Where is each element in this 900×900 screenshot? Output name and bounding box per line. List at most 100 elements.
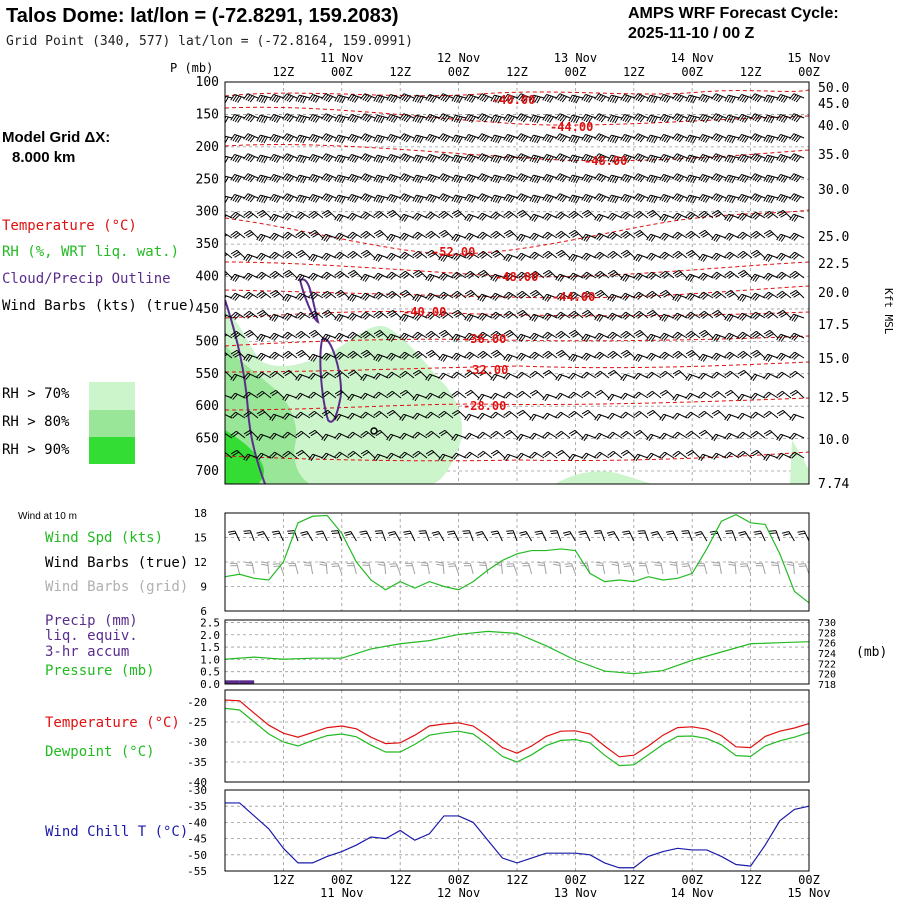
cross-wind-barb-flag: [607, 269, 615, 275]
model-grid-value: 8.000 km: [12, 149, 75, 166]
cross-wind-barb-flag: [232, 393, 238, 400]
cross-wind-barb: [288, 450, 298, 459]
cross-wind-barb-flag: [739, 194, 745, 202]
true-wind-barb: [225, 539, 226, 541]
cross-wind-barb-flag: [451, 174, 456, 182]
cross-wind-barb-flag: [494, 353, 501, 358]
cross-wind-barb: [507, 173, 519, 179]
cross-wind-barb: [572, 272, 584, 279]
cross-wind-barb: [572, 453, 584, 459]
cross-wind-barb-flag: [261, 176, 266, 183]
cross-wind-barb-flag: [585, 95, 591, 103]
cross-wind-barb: [247, 272, 259, 279]
cross-wind-barb-flag: [612, 196, 617, 203]
cross-wind-barb: [534, 451, 545, 459]
cross-wind-barb-flag: [412, 231, 419, 238]
cross-wind-barb: [715, 133, 727, 139]
cross-wind-barb: [338, 154, 350, 159]
cross-wind-barb-flag: [598, 334, 604, 341]
cloud-outline-upper: [298, 278, 320, 324]
cross-wind-barb-flag: [646, 309, 654, 315]
cross-wind-barb-flag: [245, 154, 251, 161]
cross-wind-barb-flag: [338, 354, 345, 360]
cross-wind-barb: [495, 211, 506, 219]
cross-wind-barb-flag: [234, 233, 241, 239]
wind-barbs-true: [225, 530, 809, 542]
cross-wind-barb: [443, 291, 454, 299]
cross-wind-barb-flag: [516, 93, 522, 100]
height-tick-label: 45.0: [818, 97, 849, 112]
true-wind-barb-flag: [271, 530, 279, 533]
cross-wind-barb-flag: [609, 333, 616, 339]
cross-wind-barb: [379, 210, 389, 219]
cross-wind-barb: [377, 194, 389, 199]
true-wind-barb-flag: [300, 530, 308, 534]
cross-wind-barb-flag: [256, 154, 261, 162]
cross-wind-barb: [429, 193, 441, 199]
cross-wind-barb: [715, 452, 727, 459]
cross-wind-barb-flag: [373, 229, 381, 235]
cross-wind-barb: [469, 251, 480, 259]
cross-wind-barb-flag: [451, 209, 459, 215]
cross-wind-barb-flag: [245, 254, 251, 262]
cross-wind-barb-flag: [672, 250, 679, 256]
pressure-line: [224, 630, 810, 675]
cross-wind-barb-flag: [635, 194, 641, 201]
cross-wind-barb: [236, 230, 246, 239]
cross-wind-barb-flag: [282, 350, 289, 356]
cross-wind-barb-flag: [440, 431, 448, 437]
cross-wind-barb-flag: [674, 271, 682, 277]
cross-wind-barb-flag: [575, 116, 580, 124]
true-wind-barb: [438, 531, 445, 542]
cross-wind-barb-flag: [750, 292, 756, 299]
cross-wind-barb-flag: [731, 156, 736, 164]
cross-wind-barb-flag: [713, 373, 720, 379]
cross-wind-barb-flag: [429, 294, 435, 301]
cross-wind-barb-flag: [518, 253, 524, 260]
cross-wind-barb-flag: [678, 176, 684, 183]
cross-wind-barb-flag: [700, 373, 706, 380]
cross-wind-barb-flag: [713, 311, 721, 317]
cross-wind-barb-flag: [685, 230, 692, 236]
cross-wind-barb: [546, 293, 558, 299]
cross-wind-barb-flag: [403, 293, 410, 298]
cross-wind-barb-flag: [284, 134, 290, 141]
cross-wind-barb-flag: [711, 209, 719, 215]
grid-wind-barb: [411, 563, 416, 575]
cross-wind-barb-flag: [399, 213, 405, 221]
cross-wind-barb: [507, 113, 519, 119]
cross-wind-barb-flag: [518, 334, 524, 342]
cross-wind-barb: [444, 229, 454, 239]
cross-wind-barb-flag: [312, 135, 318, 143]
cross-wind-barb-flag: [503, 134, 509, 141]
rh70-region-right: [555, 471, 655, 484]
cross-wind-barb-flag: [347, 154, 353, 161]
cross-wind-barb: [652, 209, 662, 219]
cross-wind-barb-flag: [451, 114, 456, 122]
cross-wind-barb-flag: [637, 195, 643, 202]
cross-wind-barb-flag: [739, 233, 746, 239]
cross-wind-barb-flag: [479, 294, 485, 302]
cross-wind-barb-flag: [646, 290, 653, 296]
cross-wind-barb-flag: [507, 95, 513, 103]
cross-wind-barb-flag: [388, 373, 395, 379]
cross-wind-barb: [288, 269, 298, 279]
cross-wind-barb-flag: [783, 156, 788, 163]
cross-wind-barb-flag: [557, 313, 564, 319]
cross-wind-barb-flag: [646, 134, 651, 142]
cross-wind-barb-flag: [425, 392, 431, 399]
true-wind-barb-flag: [754, 532, 762, 535]
cross-wind-barb-flag: [789, 413, 795, 421]
cross-wind-barb-flag: [230, 230, 237, 236]
cross-wind-barb-flag: [347, 269, 355, 275]
cross-wind-barb-flag: [245, 454, 251, 462]
cross-wind-barb-flag: [366, 136, 372, 143]
cross-wind-barb-flag: [386, 252, 392, 259]
cross-wind-barb-flag: [596, 194, 602, 201]
cross-wind-barb-flag: [243, 253, 249, 261]
cross-wind-barb: [741, 393, 753, 399]
cross-wind-barb: [365, 211, 376, 219]
cross-wind-barb-flag: [770, 156, 775, 164]
cross-wind-barb-flag: [624, 353, 631, 358]
page-title: Talos Dome: lat/lon = (-72.8291, 159.208…: [6, 5, 399, 27]
